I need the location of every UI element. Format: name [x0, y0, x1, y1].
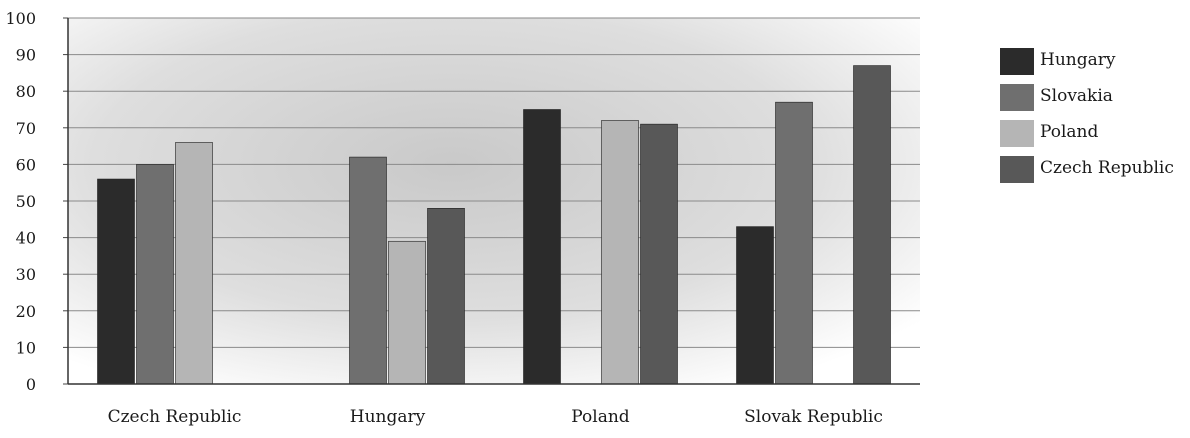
legend-swatch	[1000, 48, 1034, 75]
legend-label: Hungary	[1040, 50, 1116, 70]
y-tick-label: 100	[5, 9, 36, 28]
legend-item-czech-republic: Czech Republic	[998, 148, 1188, 184]
bar	[349, 156, 387, 385]
y-tick-label: 80	[16, 82, 36, 101]
bar	[136, 164, 174, 385]
legend-item-slovakia: Slovakia	[998, 76, 1188, 112]
bar	[775, 101, 813, 385]
axes	[67, 18, 920, 385]
bars	[97, 65, 891, 385]
x-tick-label: Czech Republic	[108, 407, 242, 427]
y-tick-label: 60	[16, 155, 36, 174]
bar	[640, 123, 678, 385]
legend-label: Slovakia	[1040, 86, 1113, 106]
y-tick-label: 20	[16, 302, 36, 321]
legend: Hungary Slovakia Poland Czech Republic	[998, 40, 1188, 184]
legend-label: Poland	[1040, 122, 1099, 142]
bar	[853, 65, 891, 385]
legend-label: Czech Republic	[1040, 158, 1174, 178]
y-tick-label: 50	[16, 192, 36, 211]
bar	[736, 226, 774, 385]
legend-swatch	[1000, 84, 1034, 111]
y-tick-label: 90	[16, 46, 36, 65]
x-tick-label: Hungary	[350, 407, 426, 427]
x-tick-label: Poland	[571, 407, 630, 427]
bar	[97, 178, 135, 385]
x-tick-label: Slovak Republic	[744, 407, 883, 427]
legend-swatch	[1000, 120, 1034, 147]
bar	[601, 120, 639, 385]
bar	[175, 142, 213, 385]
bar	[523, 109, 561, 385]
bar	[427, 208, 465, 385]
y-tick-label: 70	[16, 119, 36, 138]
y-tick-label: 0	[26, 375, 36, 394]
legend-swatch	[1000, 156, 1034, 183]
bar	[388, 240, 426, 385]
y-tick-label: 30	[16, 265, 36, 284]
y-tick-labels: 0 10 20 30 40 50 60 70 80 90 100	[5, 9, 36, 394]
y-tick-label: 40	[16, 229, 36, 248]
legend-item-poland: Poland	[998, 112, 1188, 148]
y-tick-label: 10	[16, 338, 36, 357]
legend-item-hungary: Hungary	[998, 40, 1188, 76]
x-tick-labels: Czech Republic Hungary Poland Slovak Republ…	[108, 407, 883, 427]
